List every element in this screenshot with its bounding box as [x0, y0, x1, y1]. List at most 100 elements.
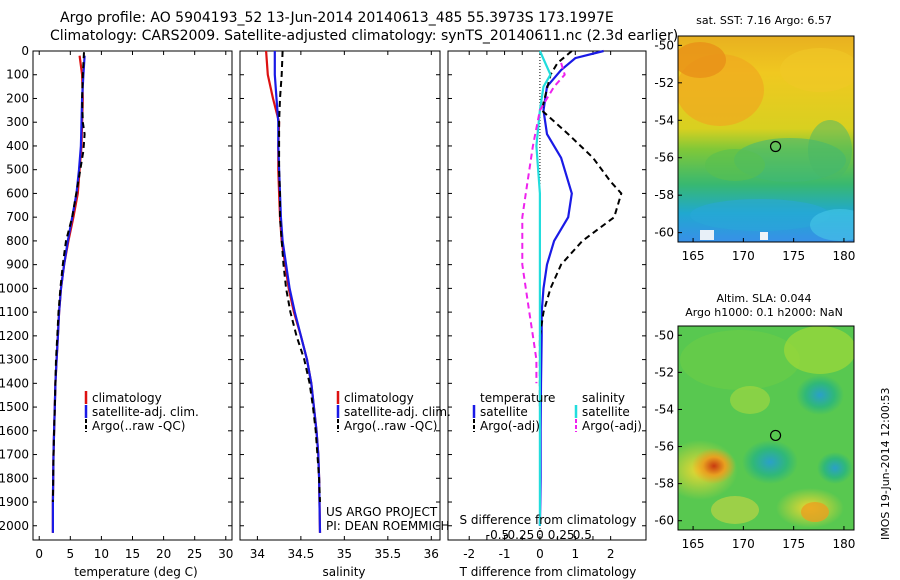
series-climatology: [51, 55, 84, 533]
y-tick-label: 1600: [0, 424, 29, 438]
sst-map-title: sat. SST: 7.16 Argo: 6.57: [696, 14, 832, 27]
x-tick-label-s: -0.25: [503, 528, 534, 542]
map-y-tick-label: -54: [654, 113, 674, 127]
y-tick-label: 600: [6, 186, 29, 200]
profile-location-marker: [769, 140, 782, 153]
legend-label-climatology: climatology: [344, 391, 414, 405]
x-tick-label-s: 0.25: [548, 528, 575, 542]
y-tick-label: 1200: [0, 329, 29, 343]
plot-frame: [239, 50, 441, 541]
temperature-profile-panel: 0100200300400500600700800900100011001200…: [0, 44, 233, 561]
map-y-tick-label: -54: [654, 402, 674, 416]
series-climatology: [265, 50, 322, 533]
y-tick-label: 1800: [0, 471, 29, 485]
legend-label-t-argo: Argo(-adj): [480, 419, 540, 433]
map-x-tick-label: 180: [832, 537, 855, 551]
x-tick-label: 0: [35, 547, 43, 561]
x-tick-label-t: 1: [571, 547, 579, 561]
legend-label-s-satellite: satellite: [582, 405, 630, 419]
profile-location-marker: [769, 429, 782, 442]
sst-map-field: [678, 36, 854, 242]
figure-title-line1: Argo profile: AO 5904193_52 13-Jun-2014 …: [60, 10, 614, 26]
map-y-tick-label: -52: [654, 365, 674, 379]
series-t-argo-adj: [538, 50, 623, 408]
y-tick-label: 1500: [0, 400, 29, 414]
project-annotation-line2: PI: DEAN ROEMMICH: [326, 519, 449, 533]
x-tick-label: 34.5: [288, 547, 315, 561]
x-tick-label: 30: [218, 547, 233, 561]
x-tick-label-s: 0.5: [573, 528, 592, 542]
salinity-legend: climatology satellite-adj. clim. Argo(..…: [336, 391, 451, 433]
map-y-tick-label: -56: [654, 151, 674, 165]
y-tick-label: 100: [6, 68, 29, 82]
y-tick-label: 800: [6, 234, 29, 248]
x-tick-label-t: 0: [536, 547, 544, 561]
map-x-tick-label: 165: [682, 249, 705, 263]
legend-label-climatology: climatology: [92, 391, 162, 405]
plot-frame: [447, 50, 647, 541]
series-argo-raw-qc: [278, 50, 321, 503]
x-tick-label: 35.5: [374, 547, 401, 561]
sst-map-frame: [677, 35, 855, 243]
legend-label-argo: Argo(..raw -QC): [92, 419, 185, 433]
imos-timestamp: IMOS 19-Jun-2014 12:00:53: [879, 387, 892, 540]
x-tick-label: 36: [424, 547, 439, 561]
legend-label-satellite: satellite-adj. clim.: [344, 405, 451, 419]
map-y-tick-label: -50: [654, 38, 674, 52]
plot-frame: [32, 50, 233, 541]
sla-map-field: [678, 326, 854, 530]
x-tick-label: 5: [66, 547, 74, 561]
legend-label-s-argo: Argo(-adj): [582, 419, 642, 433]
temperature-axis-label: temperature (deg C): [74, 565, 197, 579]
y-tick-label: 200: [6, 91, 29, 105]
x-tick-label: 35: [337, 547, 352, 561]
map-x-tick-label: 175: [782, 537, 805, 551]
series-satellite-adj-clim: [51, 55, 86, 533]
s-difference-axis-label: S difference from climatology: [460, 513, 637, 527]
x-tick-label: 34: [250, 547, 265, 561]
y-tick-label: 1400: [0, 376, 29, 390]
difference-legend: temperature satellite Argo(-adj) salinit…: [472, 391, 642, 433]
y-tick-label: 500: [6, 163, 29, 177]
y-tick-label: 1700: [0, 448, 29, 462]
x-tick-label-t: 2: [607, 547, 615, 561]
series-satellite-adj-clim: [273, 51, 322, 533]
y-tick-label: 0: [21, 44, 29, 58]
series-t-satellite: [538, 49, 604, 526]
y-tick-label: 2000: [0, 519, 29, 533]
y-tick-label: 300: [6, 115, 29, 129]
salinity-profile-panel: 34 34.5 35 35.5 36: [239, 50, 441, 561]
y-tick-label: 900: [6, 258, 29, 272]
sla-map-title-line1: Altim. SLA: 0.044: [716, 292, 811, 305]
figure-title-line2: Climatology: CARS2009. Satellite-adjuste…: [50, 28, 678, 44]
x-tick-label: 25: [187, 547, 202, 561]
map-x-tick-label: 175: [782, 249, 805, 263]
y-tick-label: 1000: [0, 281, 29, 295]
y-tick-label: 700: [6, 210, 29, 224]
legend-label-t-satellite: satellite: [480, 405, 528, 419]
x-tick-label-t: -1: [499, 547, 511, 561]
map-y-tick-label: -60: [654, 226, 674, 240]
x-tick-label-t: -2: [463, 547, 475, 561]
y-tick-label: 1100: [0, 305, 29, 319]
legend-label-satellite: satellite-adj. clim.: [92, 405, 199, 419]
x-tick-label: 10: [94, 547, 109, 561]
map-y-tick-label: -56: [654, 440, 674, 454]
legend-title-salinity: salinity: [582, 391, 625, 405]
map-x-tick-label: 170: [732, 249, 755, 263]
legend-label-argo: Argo(..raw -QC): [344, 419, 437, 433]
map-y-tick-label: -58: [654, 477, 674, 491]
map-y-tick-label: -50: [654, 328, 674, 342]
sst-map-axes: 165 170 175 180 -50 -52 -54 -56 -58 -60: [654, 38, 855, 263]
x-tick-label-s: -0.5: [486, 528, 509, 542]
sst-map-panel: sat. SST: 7.16 Argo: 6.57 165 170 175 180 -5…: [654, 14, 855, 263]
sla-map-frame: [677, 325, 855, 531]
x-tick-label: 15: [125, 547, 140, 561]
project-annotation-line1: US ARGO PROJECT: [326, 505, 438, 519]
sla-map-title-line2: Argo h1000: 0.1 h2000: NaN: [685, 306, 843, 319]
t-difference-axis-label: T difference from climatology: [459, 565, 637, 579]
temperature-legend: climatology satellite-adj. clim. Argo(..…: [84, 391, 199, 433]
sla-map-panel: Altim. SLA: 0.044 Argo h1000: 0.1 h2000:…: [654, 292, 855, 551]
